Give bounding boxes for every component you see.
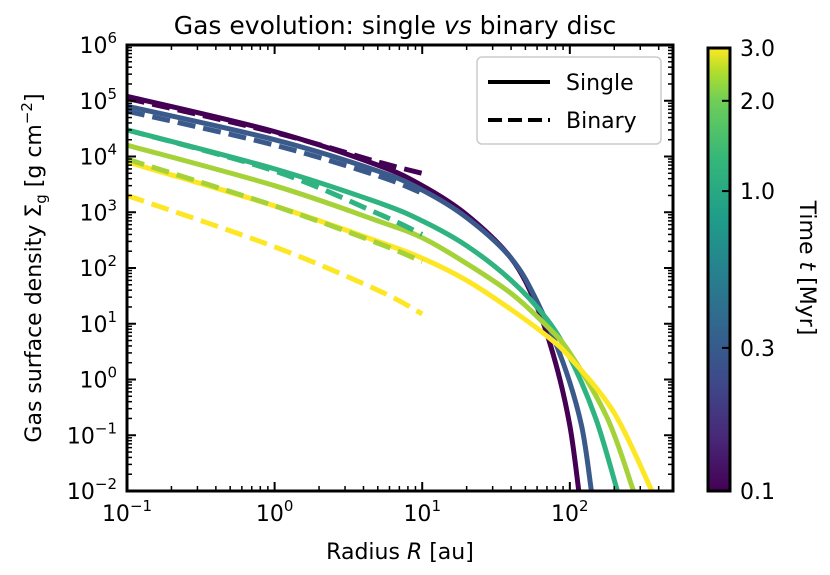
y-tick-label: 10−2 <box>67 475 117 505</box>
colorbar-ticks: 0.1 0.3 1.0 2.0 3.0 <box>722 37 775 505</box>
legend-label-single: Single <box>566 71 634 96</box>
x-tick-label: 101 <box>403 497 441 527</box>
x-tick-label: 10−1 <box>102 497 152 527</box>
binary-series-line-8 <box>127 156 424 264</box>
x-tick-labels: 10−1 100 101 102 <box>102 497 589 527</box>
y-axis-label: Gas surface density Σg [g cm−2] <box>18 93 50 442</box>
colorbar-tick-label: 2.0 <box>740 90 775 115</box>
legend: Single Binary <box>476 56 662 145</box>
y-tick-label: 101 <box>79 308 117 338</box>
single-series-line-3 <box>127 142 636 491</box>
colorbar-tick-label: 1.0 <box>740 180 775 205</box>
series-layer <box>127 93 655 491</box>
colorbar-tick-label: 0.1 <box>740 480 775 505</box>
axis-ticks <box>126 44 674 492</box>
y-tick-label: 103 <box>79 196 117 226</box>
binary-series-line-5 <box>127 95 423 176</box>
x-axis-label: Radius R [au] <box>326 540 474 565</box>
x-tick-label: 100 <box>256 497 294 527</box>
y-tick-label: 106 <box>79 29 117 59</box>
binary-series-line-7 <box>127 127 424 237</box>
colorbar-tick-label: 3.0 <box>740 37 775 62</box>
y-tick-label: 100 <box>79 364 117 394</box>
colorbar: 0.1 0.3 1.0 2.0 3.0 Time t [Myr] <box>706 37 819 505</box>
legend-box <box>476 56 662 145</box>
y-tick-label: 104 <box>79 141 117 171</box>
chart-title: Gas evolution: single vs binary disc <box>174 11 617 40</box>
y-tick-labels: 10−2 10−1 100 101 102 103 104 105 106 <box>67 29 117 505</box>
colorbar-frame <box>706 46 732 493</box>
colorbar-tick-label: 0.3 <box>740 337 775 362</box>
binary-series-line-6 <box>127 108 424 196</box>
y-tick-label: 105 <box>79 85 117 115</box>
y-tick-label: 102 <box>79 252 117 282</box>
colorbar-gradient <box>708 48 730 491</box>
x-tick-label: 102 <box>551 497 589 527</box>
colorbar-label: Time t [Myr] <box>794 200 819 336</box>
binary-series-line-9 <box>127 193 424 317</box>
y-tick-label: 10−1 <box>67 419 117 449</box>
single-series-line-1 <box>127 103 594 491</box>
legend-label-binary: Binary <box>566 109 637 134</box>
plot-area: 10−1 100 101 102 10−210−1100101102103104105… <box>67 29 675 527</box>
